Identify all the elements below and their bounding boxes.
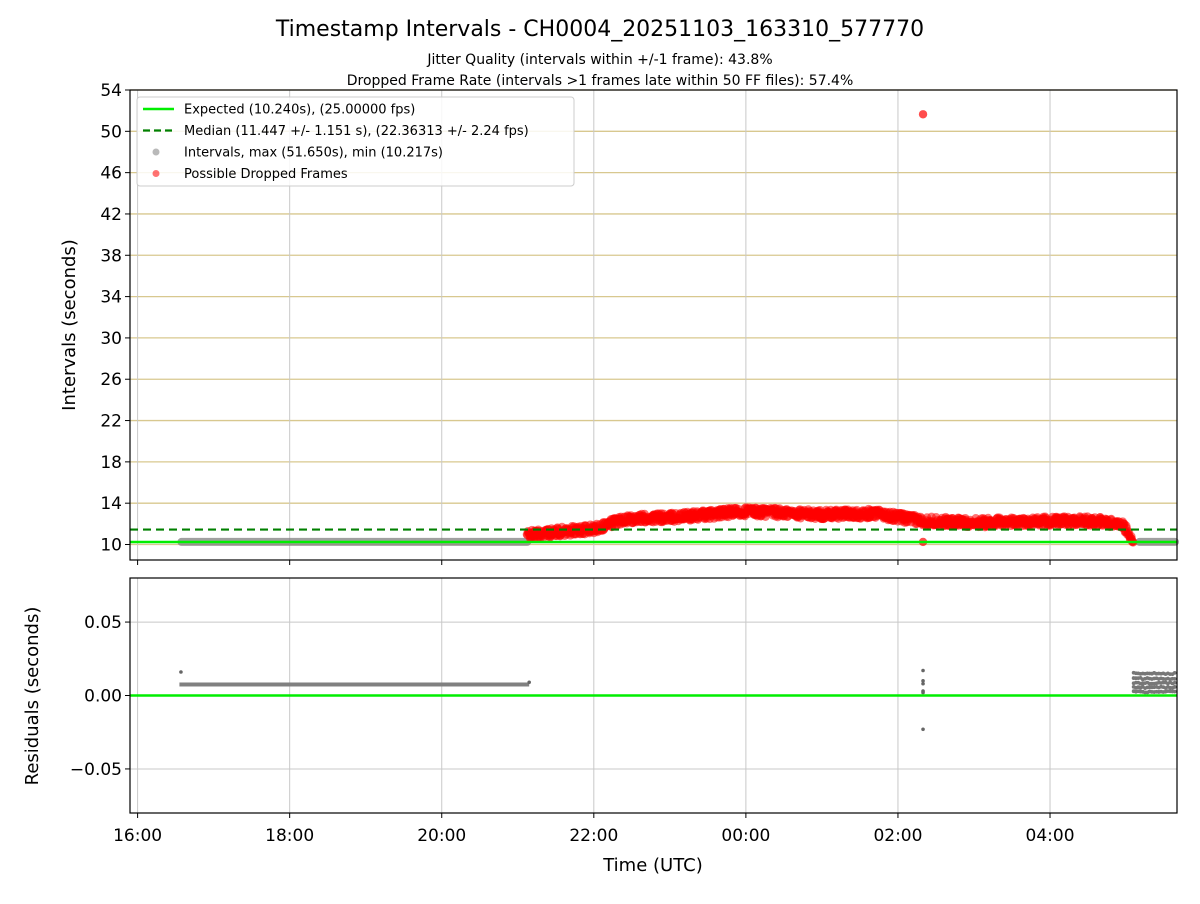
residuals-panel: 0.05 0.00 −0.05 16:00 18:00 20:00 22:00 00:00 0… bbox=[22, 577, 1178, 876]
residuals-y-tick-label: 0.05 bbox=[84, 613, 122, 633]
legend-swatch-dot bbox=[152, 148, 160, 156]
intervals-grid bbox=[130, 89, 1177, 560]
residual-point bbox=[921, 690, 925, 695]
intervals-y-tick-label: 34 bbox=[100, 288, 122, 308]
intervals-y-tick-label: 54 bbox=[100, 81, 122, 101]
residuals-x-tick-label: 20:00 bbox=[417, 826, 466, 846]
residual-point-run bbox=[179, 682, 530, 687]
residuals-y-ticks: 0.05 0.00 −0.05 bbox=[70, 613, 130, 780]
intervals-y-tick-label: 22 bbox=[100, 412, 122, 432]
legend-box bbox=[136, 96, 575, 187]
x-axis-label: Time (UTC) bbox=[602, 855, 703, 876]
intervals-y-tick-label: 14 bbox=[100, 494, 122, 514]
intervals-y-tick-label: 18 bbox=[100, 453, 122, 473]
residual-point bbox=[921, 679, 925, 683]
residuals-y-tick-label: 0.00 bbox=[84, 687, 122, 707]
intervals-y-axis-label: Intervals (seconds) bbox=[59, 239, 80, 411]
intervals-axes-frame bbox=[129, 89, 1178, 561]
residuals-x-tick-label: 04:00 bbox=[1026, 826, 1075, 846]
intervals-panel: 10 14 18 22 26 30 34 38 42 46 50 54 Intervals (seco… bbox=[59, 81, 1179, 565]
residuals-x-tick-label: 02:00 bbox=[873, 826, 922, 846]
residuals-x-ticks: 16:00 18:00 20:00 22:00 00:00 02:00 04:00 bbox=[113, 813, 1075, 846]
residual-point bbox=[1172, 671, 1177, 675]
residuals-x-tick-label: 00:00 bbox=[721, 826, 770, 846]
legend-label: Possible Dropped Frames bbox=[184, 167, 348, 182]
residual-point bbox=[1172, 689, 1177, 694]
intervals-y-tick-label: 50 bbox=[100, 122, 122, 142]
residual-point bbox=[1172, 685, 1177, 689]
intervals-y-tick-label: 10 bbox=[100, 536, 122, 556]
legend: Expected (10.240s), (25.00000 fps) Median… bbox=[136, 96, 575, 187]
residuals-y-tick-label: −0.05 bbox=[70, 760, 122, 780]
intervals-y-ticks: 10 14 18 22 26 30 34 38 42 46 50 54 bbox=[100, 81, 130, 556]
residual-point bbox=[179, 670, 183, 674]
intervals-y-tick-label: 30 bbox=[100, 329, 122, 349]
residuals-marks bbox=[130, 668, 1177, 732]
legend-label: Expected (10.240s), (25.00000 fps) bbox=[184, 103, 415, 118]
residual-point bbox=[921, 668, 925, 673]
intervals-y-tick-label: 46 bbox=[100, 164, 122, 184]
chart-subtitle-jitter: Jitter Quality (intervals within +/-1 fr… bbox=[426, 52, 772, 68]
chart-title: Timestamp Intervals - CH0004_20251103_16… bbox=[275, 17, 924, 42]
residual-point bbox=[527, 680, 531, 685]
chart-subtitle-dropped: Dropped Frame Rate (intervals >1 frames … bbox=[347, 73, 854, 89]
intervals-y-tick-label: 38 bbox=[100, 246, 122, 266]
residuals-y-axis-label: Residuals (seconds) bbox=[22, 607, 43, 786]
legend-label: Intervals, max (51.650s), min (10.217s) bbox=[184, 146, 443, 161]
residual-point bbox=[1172, 680, 1177, 685]
legend-swatch-dot bbox=[152, 170, 160, 177]
intervals-y-tick-label: 42 bbox=[100, 205, 122, 225]
legend-label: Median (11.447 +/- 1.151 s), (22.36313 +… bbox=[184, 124, 529, 139]
intervals-x-ticks bbox=[137, 560, 1051, 565]
intervals-y-tick-label: 26 bbox=[100, 370, 122, 390]
residual-point bbox=[921, 727, 925, 732]
residual-point bbox=[1172, 676, 1177, 681]
residual-point bbox=[921, 681, 925, 686]
dropped-frame-outlier bbox=[918, 110, 928, 119]
intervals-marks bbox=[130, 110, 1179, 547]
residuals-x-tick-label: 16:00 bbox=[113, 826, 162, 846]
residuals-x-tick-label: 18:00 bbox=[265, 826, 314, 846]
residuals-x-tick-label: 22:00 bbox=[569, 826, 618, 846]
